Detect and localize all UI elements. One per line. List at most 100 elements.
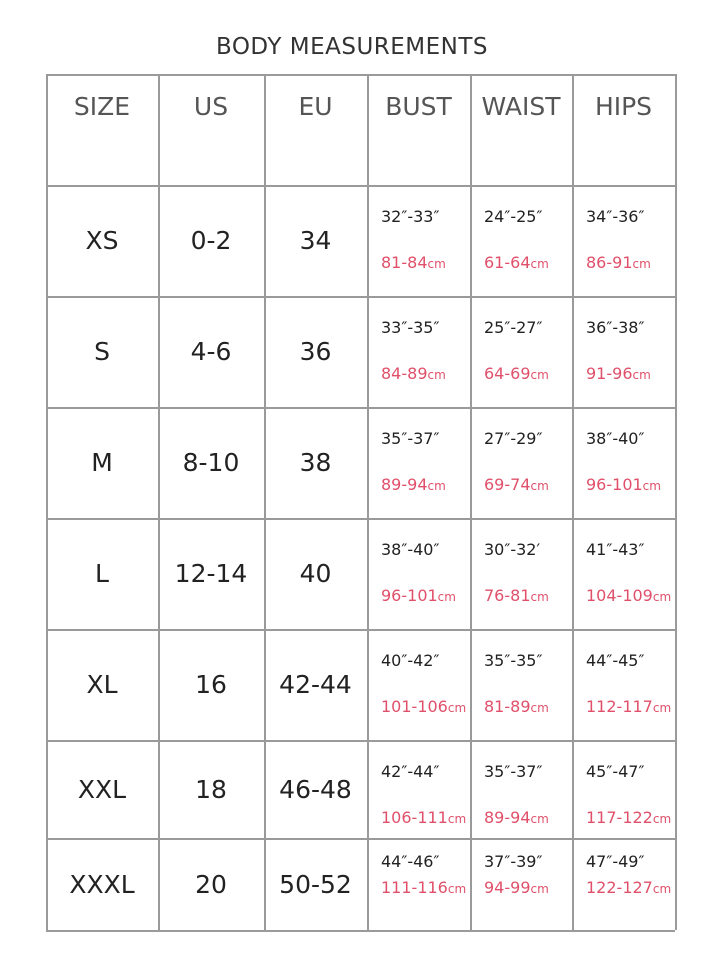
cell-size: XXL xyxy=(77,774,127,804)
cm-range: 101-106cm xyxy=(381,697,466,716)
cm-unit: cm xyxy=(447,812,467,826)
page-title: BODY MEASUREMENTS xyxy=(215,34,489,60)
inch-range: 38″-40″ xyxy=(381,540,440,559)
grid-line xyxy=(158,74,160,930)
cell-us: 4-6 xyxy=(190,337,232,366)
grid-line xyxy=(46,930,675,932)
cm-range: 111-116cm xyxy=(381,878,466,897)
cell-hips: 34″-36″ 86-91cm xyxy=(572,185,675,296)
inch-range: 44″-45″ xyxy=(586,651,645,670)
cm-range: 96-101cm xyxy=(586,475,661,494)
cell-eu: 36 xyxy=(299,337,332,366)
cell-eu: 46-48 xyxy=(279,774,352,804)
cell-us: 18 xyxy=(195,774,227,804)
cm-unit: cm xyxy=(530,368,549,382)
inch-range: 42″-44″ xyxy=(381,762,440,781)
cell-hips: 47″-49″ 122-127cm xyxy=(572,838,675,930)
cm-range: 84-89cm xyxy=(381,364,446,383)
cm-value: 69-74 xyxy=(484,475,531,494)
cell-waist: 25″-27″ 64-69cm xyxy=(470,296,572,407)
cm-unit: cm xyxy=(632,257,651,271)
cm-value: 64-69 xyxy=(484,364,531,383)
cell-us: 20 xyxy=(195,869,227,899)
cell-hips: 38″-40″ 96-101cm xyxy=(572,407,675,518)
cell-bust: 38″-40″ 96-101cm xyxy=(367,518,470,629)
cm-value: 96-101 xyxy=(381,586,438,605)
cm-range: 96-101cm xyxy=(381,586,456,605)
grid-line xyxy=(46,407,675,409)
cm-unit: cm xyxy=(447,882,467,896)
header-hips: HIPS xyxy=(594,92,653,121)
cell-hips: 36″-38″ 91-96cm xyxy=(572,296,675,407)
cm-range: 122-127cm xyxy=(586,878,671,897)
cm-value: 81-84 xyxy=(381,253,428,272)
cm-range: 117-122cm xyxy=(586,808,671,827)
cell-size: M xyxy=(91,448,113,477)
cell-size: XL xyxy=(86,670,118,699)
cm-value: 86-91 xyxy=(586,253,633,272)
grid-line xyxy=(46,185,675,187)
cm-value: 81-89 xyxy=(484,697,531,716)
grid-line xyxy=(264,74,266,930)
grid-line xyxy=(46,74,675,76)
cm-unit: cm xyxy=(652,812,672,826)
grid-line xyxy=(46,838,675,840)
cm-range: 89-94cm xyxy=(381,475,446,494)
cm-unit: cm xyxy=(437,590,456,604)
cell-bust: 40″-42″ 101-106cm xyxy=(367,629,470,740)
cm-unit: cm xyxy=(530,590,549,604)
cell-us: 12-14 xyxy=(174,559,248,588)
header-bust: BUST xyxy=(385,92,452,121)
cm-value: 94-99 xyxy=(484,878,531,897)
cm-unit: cm xyxy=(530,257,549,271)
cm-range: 81-89cm xyxy=(484,697,549,716)
grid-line xyxy=(46,296,675,298)
cell-waist: 30″-32′ 76-81cm xyxy=(470,518,572,629)
cm-value: 106-111 xyxy=(381,808,448,827)
cell-waist: 24″-25″ 61-64cm xyxy=(470,185,572,296)
grid-line xyxy=(46,518,675,520)
cm-value: 61-64 xyxy=(484,253,531,272)
cell-size: L xyxy=(95,559,109,588)
cm-value: 89-94 xyxy=(381,475,428,494)
grid-line xyxy=(367,74,369,930)
cell-waist: 27″-29″ 69-74cm xyxy=(470,407,572,518)
grid-line xyxy=(572,74,574,930)
cm-value: 96-101 xyxy=(586,475,643,494)
cell-hips: 41″-43″ 104-109cm xyxy=(572,518,675,629)
cell-waist: 35″-35″ 81-89cm xyxy=(470,629,572,740)
cm-unit: cm xyxy=(652,701,672,715)
cm-range: 91-96cm xyxy=(586,364,651,383)
inch-range: 37″-39″ xyxy=(484,852,543,871)
cm-value: 104-109 xyxy=(586,586,653,605)
cell-eu: 34 xyxy=(299,226,332,255)
cm-unit: cm xyxy=(427,368,446,382)
cm-unit: cm xyxy=(427,257,446,271)
cm-value: 76-81 xyxy=(484,586,531,605)
inch-range: 36″-38″ xyxy=(586,318,645,337)
inch-range: 45″-47″ xyxy=(586,762,645,781)
header-waist: WAIST xyxy=(481,92,561,121)
inch-range: 34″-36″ xyxy=(586,207,645,226)
cm-unit: cm xyxy=(530,479,549,493)
inch-range: 33″-35″ xyxy=(381,318,440,337)
grid-line xyxy=(470,74,472,930)
inch-range: 41″-43″ xyxy=(586,540,645,559)
cm-value: 89-94 xyxy=(484,808,531,827)
cm-value: 117-122 xyxy=(586,808,653,827)
inch-range: 27″-29″ xyxy=(484,429,543,448)
cm-range: 69-74cm xyxy=(484,475,549,494)
cm-value: 84-89 xyxy=(381,364,428,383)
cell-bust: 44″-46″ 111-116cm xyxy=(367,838,470,930)
inch-range: 24″-25″ xyxy=(484,207,543,226)
cm-range: 89-94cm xyxy=(484,808,549,827)
cell-bust: 42″-44″ 106-111cm xyxy=(367,740,470,838)
cm-range: 76-81cm xyxy=(484,586,549,605)
cell-size: XS xyxy=(85,226,119,255)
cell-eu: 38 xyxy=(299,448,332,477)
header-size: SIZE xyxy=(73,92,131,121)
cell-hips: 44″-45″ 112-117cm xyxy=(572,629,675,740)
inch-range: 30″-32′ xyxy=(484,540,541,559)
cm-unit: cm xyxy=(530,701,549,715)
cm-unit: cm xyxy=(530,812,549,826)
